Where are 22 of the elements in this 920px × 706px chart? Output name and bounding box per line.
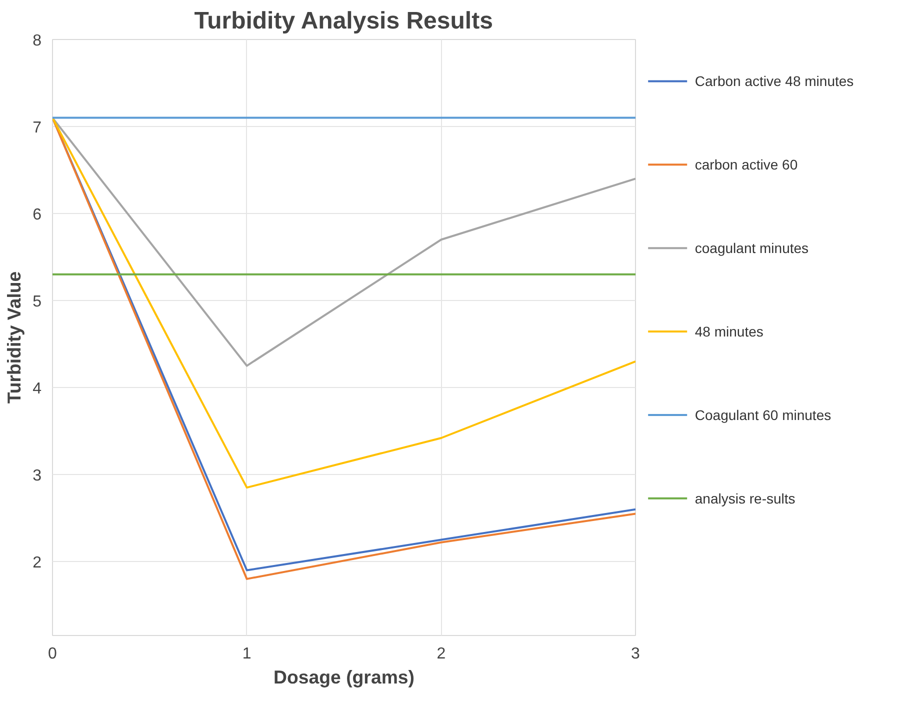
y-tick-label: 4 <box>32 380 42 398</box>
y-tick-label: 5 <box>32 294 42 311</box>
y-tick-label: 6 <box>32 206 42 224</box>
legend-label: Carbon active 48 minutes <box>694 73 854 90</box>
legend-label: analysis re-sults <box>694 490 796 506</box>
legend-label: coagulant minutes <box>694 240 809 256</box>
legend-label: Coagulant 60 minutes <box>694 406 832 423</box>
legend-label: 48 minutes <box>694 324 764 340</box>
legend-label: carbon active 60 <box>694 156 798 173</box>
y-tick-label: 3 <box>32 468 42 485</box>
line-series <box>52 116 636 367</box>
y-tick-label: 7 <box>32 120 42 137</box>
x-tick-label: 0 <box>48 646 58 662</box>
y-axis-title: Turbidity Value <box>4 271 25 404</box>
y-tick-label: 8 <box>32 32 42 50</box>
line-series <box>52 116 636 489</box>
chart-title: Turbidity Analysis Results <box>194 8 493 34</box>
x-tick-label: 1 <box>242 646 252 662</box>
x-tick-label: 2 <box>436 646 446 662</box>
x-axis-title: Dosage (grams) <box>274 666 414 688</box>
x-tick-label: 3 <box>631 646 640 662</box>
y-tick-label: 2 <box>32 554 42 572</box>
